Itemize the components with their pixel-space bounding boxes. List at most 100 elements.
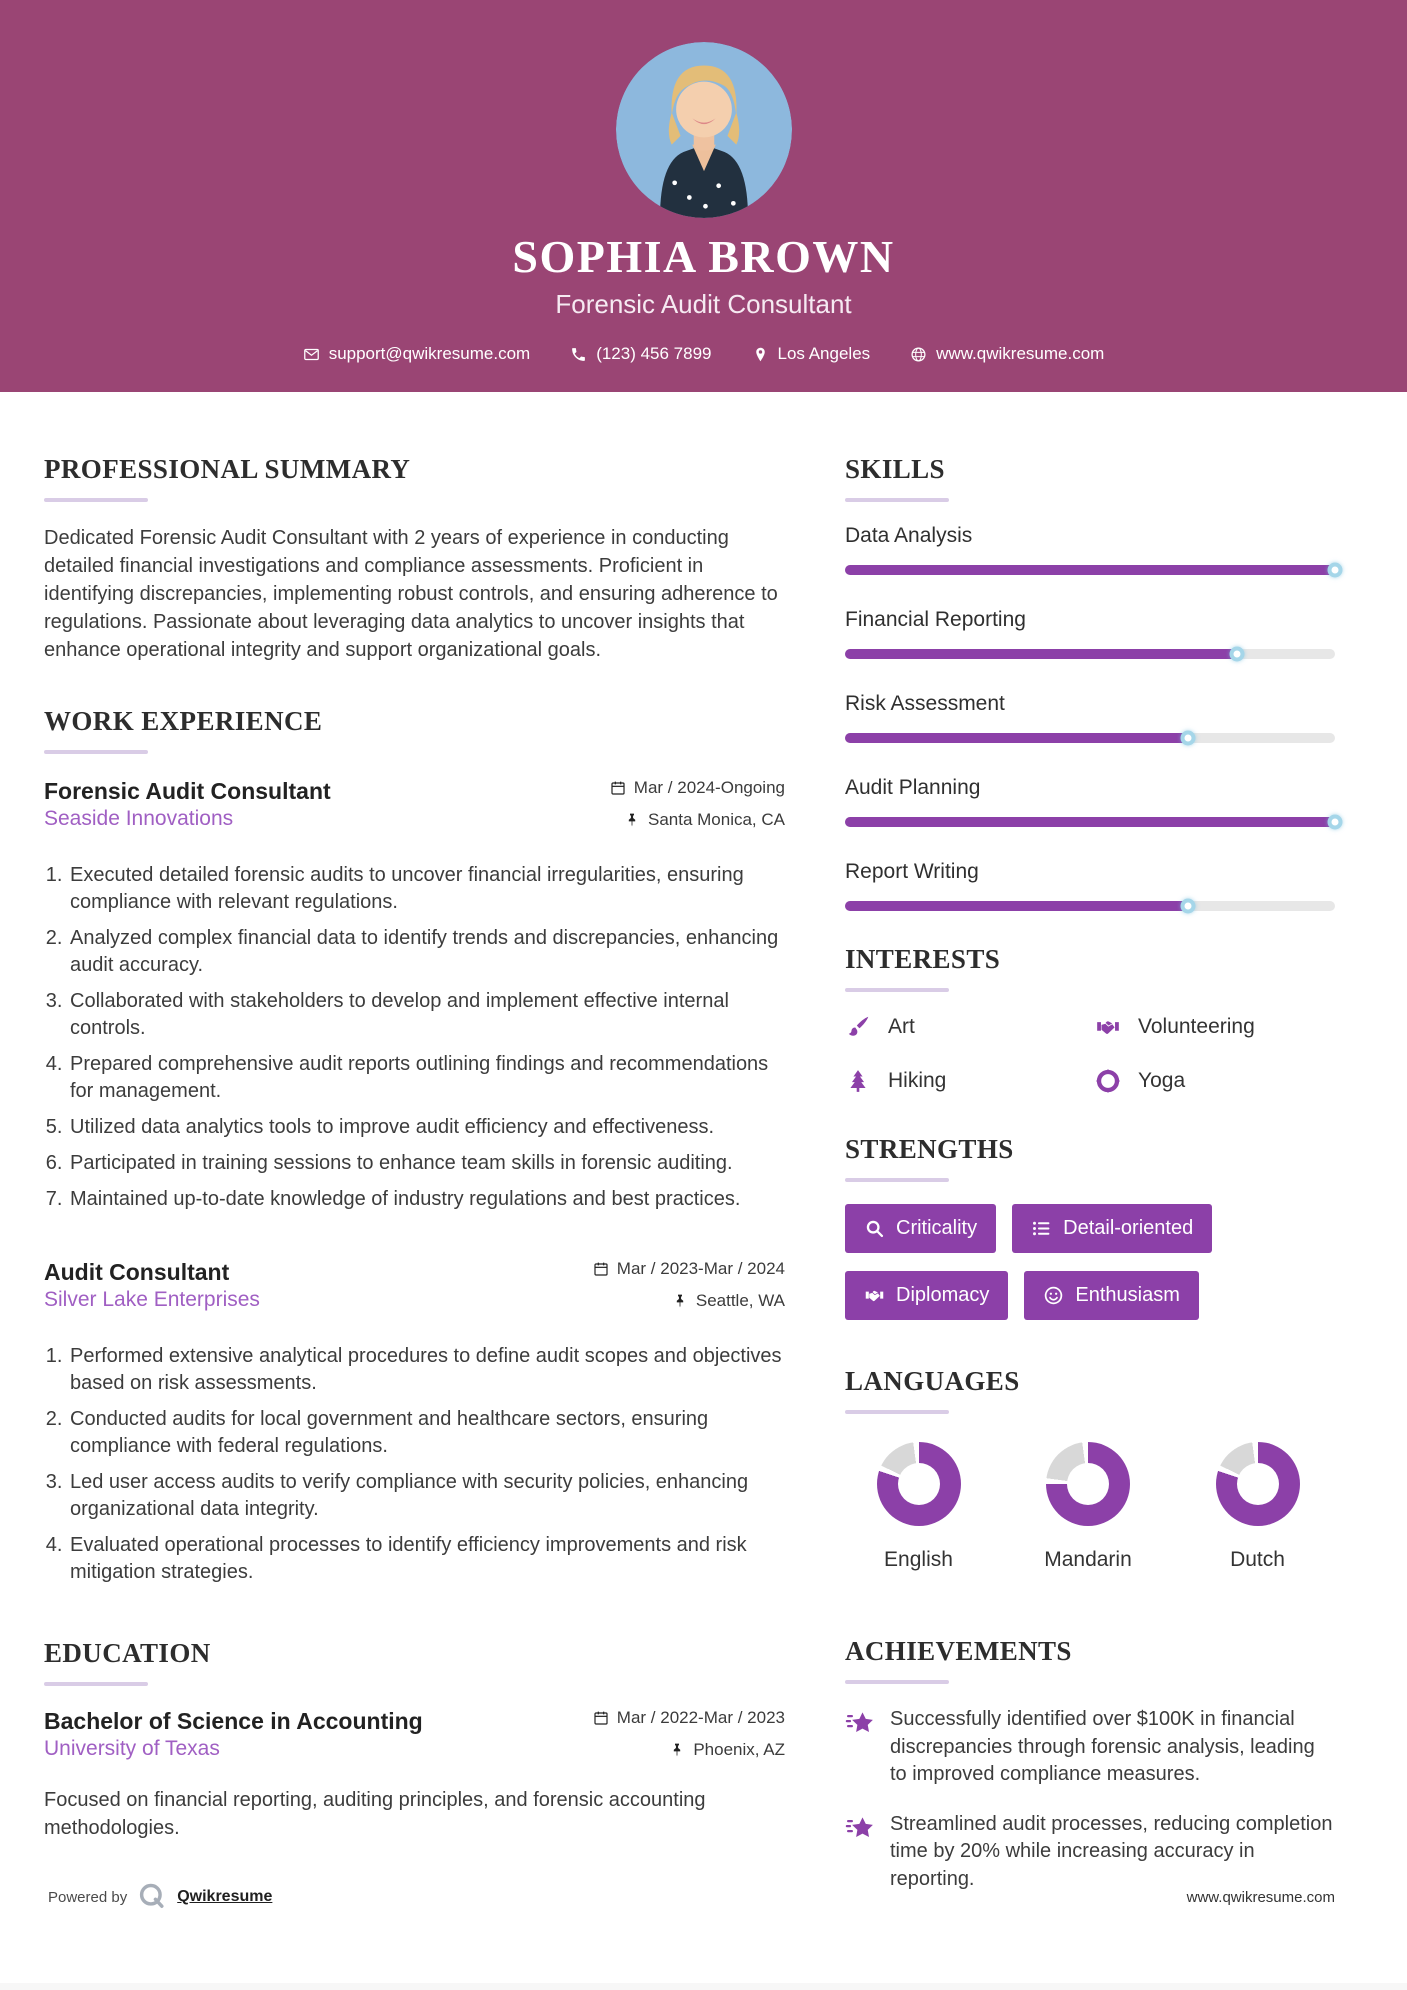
achievement-text: Successfully identified over $100K in fi…	[890, 1708, 1315, 1786]
interest-item: Volunteering	[1095, 1014, 1335, 1040]
interest-item: Art	[845, 1014, 1085, 1040]
skills-heading: SKILLS	[845, 454, 945, 484]
experience-heading: WORK EXPERIENCE	[44, 706, 323, 736]
job-bullet: Prepared comprehensive audit reports out…	[68, 1051, 785, 1105]
experience-section: WORK EXPERIENCE Forensic Audit Consultan…	[44, 706, 785, 1586]
language-label: Dutch	[1230, 1548, 1285, 1571]
profile-photo	[615, 42, 792, 218]
skill-slider-handle[interactable]	[1180, 730, 1196, 746]
contact-bar: support@qwikresume.com (123) 456 7899 Lo…	[0, 344, 1407, 364]
powered-by-label: Powered by	[48, 1888, 128, 1906]
skill-row: Data Analysis	[845, 524, 1343, 578]
summary-section: PROFESSIONAL SUMMARY Dedicated Forensic …	[44, 454, 785, 664]
person-name: SOPHIA BROWN	[512, 231, 895, 282]
skill-row: Financial Reporting	[845, 608, 1335, 662]
education-description: Focused on financial reporting, auditing…	[44, 1789, 706, 1839]
job-bullet: Analyzed complex financial data to ident…	[68, 925, 785, 979]
contact-website[interactable]: www.qwikresume.com	[910, 344, 1104, 364]
calendar-icon	[594, 1262, 608, 1276]
heading-underline	[44, 750, 148, 754]
calendar-icon	[611, 781, 625, 795]
achievements-heading: ACHIEVEMENTS	[845, 1636, 1072, 1666]
contact-phone[interactable]: (123) 456 7899	[570, 344, 712, 364]
search-icon	[866, 1220, 884, 1238]
language-donut-chart	[1046, 1442, 1130, 1526]
job-bullet: Led user access audits to verify complia…	[68, 1469, 785, 1523]
skill-slider-handle[interactable]	[1229, 646, 1245, 662]
job-bullet-list: Performed extensive analytical procedure…	[44, 1343, 785, 1586]
interest-label: Volunteering	[1138, 1015, 1255, 1038]
skill-slider	[845, 562, 1343, 578]
education-section: EDUCATION Bachelor of Science in Account…	[44, 1638, 785, 1842]
language-donut-chart	[876, 1442, 961, 1526]
qwikresume-brand-link[interactable]: Qwikresume	[177, 1888, 273, 1905]
summary-heading: PROFESSIONAL SUMMARY	[44, 454, 411, 484]
skill-slider-handle[interactable]	[1180, 898, 1196, 914]
job-bullet: Participated in training sessions to enh…	[68, 1150, 785, 1177]
interest-item: Yoga	[1095, 1068, 1335, 1094]
skill-slider-handle[interactable]	[1327, 814, 1343, 830]
job-dates: Mar / 2024-Ongoing	[633, 778, 785, 797]
skill-row: Audit Planning	[845, 776, 1343, 830]
job-location: Seattle, WA	[695, 1291, 785, 1310]
qwikresume-logo-icon	[140, 1883, 164, 1908]
interest-label: Hiking	[888, 1069, 947, 1092]
handshake-icon	[1097, 1021, 1119, 1034]
job-company-link[interactable]: Silver Lake Enterprises	[44, 1288, 260, 1311]
heading-underline	[845, 1410, 949, 1414]
education-degree: Bachelor of Science in Accounting	[44, 1708, 423, 1734]
location-pin-icon	[755, 347, 765, 361]
skill-slider	[845, 814, 1343, 830]
shooting-star-icon	[845, 1817, 873, 1837]
skill-row: Report Writing	[845, 860, 1335, 914]
skill-slider	[845, 730, 1335, 746]
strength-label: Enthusiasm	[1075, 1284, 1180, 1306]
job-dates: Mar / 2023-Mar / 2024	[616, 1259, 785, 1278]
languages-section: LANGUAGES English Mandarin Dutch	[845, 1366, 1335, 1572]
lifebuoy-icon	[1096, 1069, 1120, 1093]
interest-item: Hiking	[845, 1068, 1085, 1094]
job-bullet: Utilized data analytics tools to improve…	[68, 1114, 785, 1141]
strength-chip: Diplomacy	[845, 1271, 1009, 1320]
job-company-link[interactable]: Seaside Innovations	[44, 807, 234, 830]
paintbrush-icon	[848, 1016, 869, 1036]
right-column: SKILLS Data Analysis Financial Reporting	[845, 454, 1343, 1916]
job-bullet: Performed extensive analytical procedure…	[68, 1343, 785, 1397]
content: PROFESSIONAL SUMMARY Dedicated Forensic …	[0, 392, 1407, 1916]
strength-label: Detail-oriented	[1063, 1217, 1194, 1239]
list-icon	[1033, 1221, 1050, 1236]
contact-email-text: support@qwikresume.com	[328, 344, 531, 363]
education-school-link[interactable]: University of Texas	[44, 1737, 220, 1760]
skill-name: Financial Reporting	[845, 608, 1026, 631]
job-bullet: Evaluated operational processes to ident…	[68, 1532, 785, 1586]
footer-site-link[interactable]: www.qwikresume.com	[1186, 1888, 1335, 1906]
skill-slider-handle[interactable]	[1327, 562, 1343, 578]
bottom-strip	[0, 1983, 1407, 1990]
achievements-section: ACHIEVEMENTS Successfully identified ove…	[845, 1636, 1335, 1894]
heading-underline	[44, 498, 148, 502]
skill-slider-fill	[845, 901, 1188, 911]
job-location: Santa Monica, CA	[647, 810, 785, 829]
pine-tree-icon	[850, 1070, 866, 1092]
skill-name: Report Writing	[845, 860, 979, 883]
smiley-icon	[1045, 1286, 1063, 1305]
heading-underline	[845, 988, 949, 992]
achievement-text: Streamlined audit processes, reducing co…	[890, 1812, 1333, 1890]
heading-underline	[845, 498, 949, 502]
strengths-section: STRENGTHS Criticality Detail-oriented Di…	[845, 1134, 1335, 1320]
skill-slider	[845, 898, 1335, 914]
skill-row: Risk Assessment	[845, 692, 1335, 746]
job-bullet: Executed detailed forensic audits to unc…	[68, 862, 785, 916]
education-location: Phoenix, AZ	[693, 1740, 785, 1759]
footer: Powered by Qwikresume www.qwikresume.com	[0, 1882, 1407, 1912]
contact-email[interactable]: support@qwikresume.com	[303, 344, 531, 364]
interest-label: Art	[888, 1015, 915, 1038]
job-entry: Forensic Audit Consultant Seaside Innova…	[44, 778, 785, 1213]
calendar-icon	[594, 1711, 608, 1725]
handshake-icon	[865, 1290, 884, 1302]
contact-phone-text: (123) 456 7899	[596, 344, 712, 363]
language-item: Mandarin	[1021, 1442, 1156, 1572]
heading-underline	[845, 1680, 949, 1684]
language-label: Mandarin	[1044, 1548, 1132, 1571]
